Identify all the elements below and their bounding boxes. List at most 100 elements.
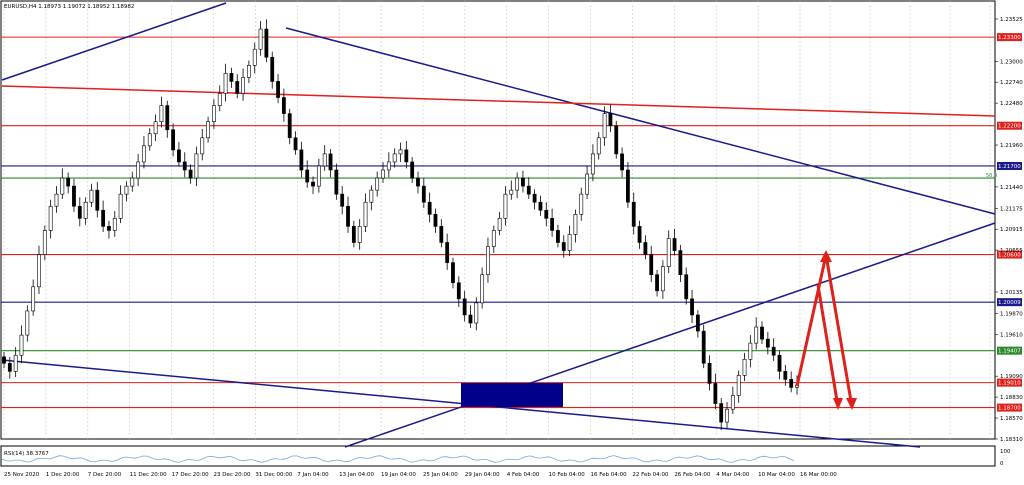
candle-body xyxy=(7,362,12,372)
rsi-level-0: 0 xyxy=(1000,461,1004,467)
support-zone-rectangle[interactable] xyxy=(461,383,563,407)
candle-body xyxy=(66,177,71,187)
candle-body xyxy=(754,326,759,344)
candle-body xyxy=(783,371,788,380)
level-price-tag xyxy=(997,403,1022,412)
candle-body xyxy=(532,193,537,203)
candle-body xyxy=(229,73,234,82)
candle-body xyxy=(521,177,525,187)
price-tick-label: 1.21440 xyxy=(1000,185,1023,191)
candle-body xyxy=(351,226,356,243)
candle-body xyxy=(660,266,665,292)
price-tick-label: 1.22740 xyxy=(1000,80,1023,86)
arrow-head-down-2 xyxy=(833,398,843,410)
candle-body xyxy=(386,161,391,171)
candle-body xyxy=(655,274,659,292)
level-price-label: 1.19010 xyxy=(998,381,1021,387)
time-tick-label: 1 Dec 20:00 xyxy=(46,472,80,478)
candle-body xyxy=(404,149,409,163)
candle-body xyxy=(37,254,41,288)
candle-body xyxy=(544,209,549,219)
candle-body xyxy=(107,226,111,231)
price-axis[interactable]: 1.23525 1.23000 1.22740 1.22480 1.21960 1.214… xyxy=(995,17,1023,443)
candle-body xyxy=(159,105,164,122)
arrow-head-down-1 xyxy=(846,398,857,410)
candle-body xyxy=(439,226,444,243)
candle-body xyxy=(241,77,245,94)
candle-body xyxy=(118,193,123,219)
candle-body xyxy=(643,242,648,255)
trendline-rising-support[interactable] xyxy=(344,222,996,448)
level-price-tag xyxy=(997,346,1022,355)
candle-body xyxy=(410,161,415,179)
time-tick-label: 13 Jan 04:00 xyxy=(339,472,374,478)
candle-body xyxy=(212,105,216,122)
level-price-label: 1.23300 xyxy=(998,35,1021,41)
level-price-label: 1.20009 xyxy=(998,300,1021,306)
price-tick-label: 1.22480 xyxy=(1000,101,1023,107)
candle-body xyxy=(503,193,508,219)
candle-body xyxy=(538,201,543,211)
candle-body xyxy=(363,201,368,227)
candle-body xyxy=(550,218,555,231)
rsi-pane-frame xyxy=(0,445,996,467)
candle-body xyxy=(614,125,619,155)
candle-body xyxy=(258,28,263,50)
level-price-label: 1.18700 xyxy=(998,406,1021,412)
candle-body xyxy=(456,282,461,300)
candle-body xyxy=(48,205,53,231)
candle-body xyxy=(346,205,350,227)
candle-body xyxy=(25,310,30,336)
time-tick-label: 19 Jan 04:00 xyxy=(381,472,416,478)
projection-arrows[interactable] xyxy=(795,250,857,410)
rsi-label: RSI(14) 38.3767 xyxy=(4,451,49,457)
time-tick-label: 29 Jan 04:00 xyxy=(465,472,500,478)
candle-body xyxy=(223,73,228,94)
arrow-head-up xyxy=(820,250,832,262)
price-tick-label: 1.21960 xyxy=(1000,143,1023,149)
candle-body xyxy=(171,129,175,151)
candle-body xyxy=(153,121,158,135)
candle-body xyxy=(77,205,82,219)
candle-body xyxy=(392,153,397,163)
candle-body xyxy=(666,238,671,267)
candle-body xyxy=(235,81,240,94)
price-tick-label: 1.19090 xyxy=(1000,374,1023,380)
level-price-tag xyxy=(997,298,1022,307)
candle-body xyxy=(631,201,636,227)
candle-body xyxy=(421,185,426,203)
candle-body xyxy=(89,189,94,203)
price-tick-label: 1.18310 xyxy=(1000,437,1023,443)
time-tick-label: 4 Mar 04:00 xyxy=(716,472,750,478)
candle-body xyxy=(742,358,747,376)
level-price-label: 1.20600 xyxy=(998,253,1021,259)
candle-body xyxy=(515,177,520,191)
candle-body xyxy=(2,356,6,364)
candle-body xyxy=(177,149,181,163)
candle-body xyxy=(777,354,782,372)
price-tick-label: 1.18830 xyxy=(1000,395,1023,401)
time-tick-label: 31 Dec 00:00 xyxy=(255,472,292,478)
candle-body xyxy=(83,201,88,219)
time-axis[interactable]: 25 Nov 2020 1 Dec 20:00 7 Dec 20:00 11 Dec … xyxy=(4,472,837,478)
candle-body xyxy=(246,65,251,78)
projection-arrow-2[interactable] xyxy=(816,284,840,408)
price-tick-label: 1.23525 xyxy=(1000,17,1023,23)
trendline-red-descending[interactable] xyxy=(1,85,996,117)
trendline-upper-left[interactable] xyxy=(1,2,227,81)
candle-body xyxy=(311,181,315,187)
candle-body xyxy=(771,346,776,356)
fib-level-label: 50.0 xyxy=(986,173,997,179)
level-price-tag xyxy=(997,378,1022,387)
candle-body xyxy=(101,209,106,227)
candle-body xyxy=(725,408,729,423)
candle-body xyxy=(690,298,694,316)
price-tick-label: 1.23000 xyxy=(1000,59,1023,65)
trendline-descending-resistance[interactable] xyxy=(285,27,996,215)
candle-body xyxy=(264,28,269,58)
time-tick-label: 7 Dec 20:00 xyxy=(88,472,122,478)
candle-body xyxy=(31,286,36,312)
candle-body xyxy=(433,214,438,227)
